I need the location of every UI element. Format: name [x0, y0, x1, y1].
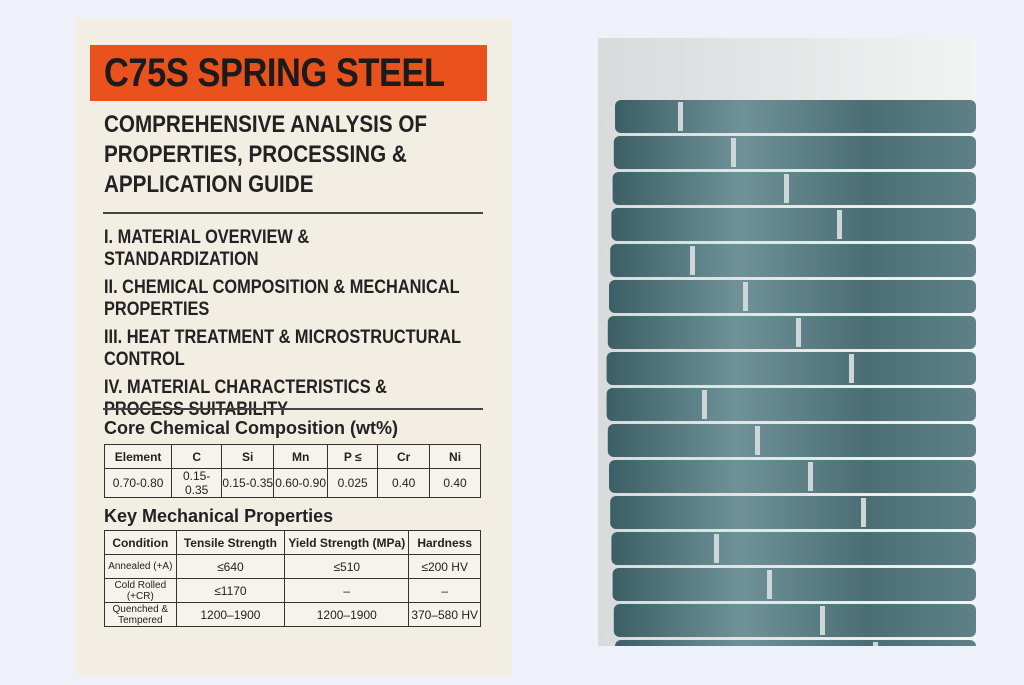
table-cell: 1200–1900	[284, 602, 410, 627]
section-item: I. MATERIAL OVERVIEW & STANDARDIZATION	[104, 227, 310, 270]
table-cell: 0.40	[429, 468, 481, 498]
coil-band	[615, 640, 976, 646]
coil-strap	[714, 534, 719, 563]
coil-strap	[837, 210, 842, 239]
divider	[103, 408, 483, 410]
table-cell: 0.70-0.80	[103, 468, 173, 498]
header-row: Element C Si Mn P ≤ Cr Ni	[103, 444, 481, 469]
header-cell: Tensile Strength	[175, 530, 286, 555]
table-cell: Annealed (+A)	[104, 554, 177, 579]
table-row: Quenched & Tempered 1200–1900 1200–1900 370…	[104, 602, 481, 627]
header-cell: Ni	[429, 444, 481, 469]
coil-band	[613, 604, 976, 637]
subtitle-line: APPLICATION GUIDE	[104, 171, 314, 198]
coil-strap	[796, 318, 801, 347]
coil-band	[613, 136, 976, 169]
divider	[103, 212, 483, 214]
coil-strap	[820, 606, 825, 635]
title: C75S SPRING STEEL	[104, 51, 445, 95]
coil-strap	[873, 642, 878, 646]
coil-band	[610, 496, 976, 529]
header-row: Condition Tensile Strength Yield Strength …	[104, 530, 481, 555]
coil-strap	[702, 390, 707, 419]
table-cell: 1200–1900	[175, 602, 286, 627]
coil-strap	[678, 102, 683, 131]
coil-strap	[755, 426, 760, 455]
subtitle: COMPREHENSIVE ANALYSIS OF PROPERTIES, PRO…	[104, 110, 427, 200]
coil-strap	[743, 282, 748, 311]
coil-strap	[690, 246, 695, 275]
table-cell: 370–580 HV	[408, 602, 481, 627]
mechanical-table: Condition Tensile Strength Yield Strength …	[104, 530, 481, 627]
coil	[606, 100, 976, 646]
coil-strap	[808, 462, 813, 491]
table-title: Core Chemical Composition (wt%)	[104, 418, 399, 438]
coil-strap	[849, 354, 854, 383]
coil-band	[607, 316, 976, 349]
steel-coil-photo	[598, 38, 976, 646]
section-item: IV. MATERIAL CHARACTERISTICS & PROCESS S…	[104, 377, 387, 420]
table-row: 0.70-0.80 0.15-0.35 0.15-0.35 0.60-0.90 0.02…	[103, 468, 481, 498]
header-cell: P ≤	[327, 444, 379, 469]
subtitle-line: COMPREHENSIVE ANALYSIS OF	[104, 111, 428, 138]
coil-strap	[861, 498, 866, 527]
header-cell: C	[171, 444, 223, 469]
table-cell: –	[284, 578, 410, 603]
table-row: Cold Rolled (+CR) ≤1170– –	[104, 578, 481, 603]
subtitle-line: PROPERTIES, PROCESSING &	[104, 141, 407, 168]
section-list: I. MATERIAL OVERVIEW & STANDARDIZATION II…	[104, 227, 465, 427]
coil-band	[606, 388, 976, 421]
info-card: C75S SPRING STEEL COMPREHENSIVE ANALYSIS…	[75, 18, 511, 675]
coil-band	[607, 424, 976, 457]
table-cell: 0.15-0.35	[221, 468, 275, 498]
title-banner: C75S SPRING STEEL	[90, 45, 487, 101]
table-title: Key Mechanical Properties	[104, 506, 334, 526]
table-cell: ≤200 HV	[408, 554, 481, 579]
coil-band	[612, 172, 976, 205]
coil-strap	[784, 174, 789, 203]
coil-band	[612, 568, 976, 601]
composition-table: Element C Si Mn P ≤ Cr Ni 0.70-0.80 0.15-0.35 0.1…	[103, 444, 481, 498]
header-cell: Condition	[104, 530, 177, 555]
header-cell: Element	[103, 444, 173, 469]
header-cell: Mn	[273, 444, 329, 469]
coil-band	[615, 100, 976, 133]
table-cell: –	[408, 578, 481, 603]
coil-band	[609, 460, 976, 493]
coil-strap	[731, 138, 736, 167]
coil-band	[611, 208, 976, 241]
section-item: III. HEAT TREATMENT & MICROSTRUCTURAL CO…	[104, 327, 461, 370]
table-cell: ≤640	[175, 554, 286, 579]
header-cell: Cr	[377, 444, 431, 469]
coil-band	[610, 244, 976, 277]
table-cell: Cold Rolled (+CR)	[104, 578, 177, 603]
coil-band	[609, 280, 976, 313]
table-cell: 0.40	[377, 468, 431, 498]
header-cell: Hardness	[408, 530, 481, 555]
coil-band	[611, 532, 976, 565]
coil-band	[606, 352, 976, 385]
table-cell: 0.60-0.90	[273, 468, 329, 498]
table-cell: 0.025	[327, 468, 379, 498]
table-cell: ≤1170	[175, 578, 286, 603]
header-cell: Yield Strength (MPa)	[284, 530, 410, 555]
table-cell: 0.15-0.35	[171, 468, 223, 498]
header-cell: Si	[221, 444, 275, 469]
table-row: Annealed (+A) ≤640 ≤510 ≤200 HV	[104, 554, 481, 579]
table-cell: ≤510	[284, 554, 410, 579]
table-cell: Quenched & Tempered	[104, 602, 177, 627]
section-item: II. CHEMICAL COMPOSITION & MECHANICAL PR…	[104, 277, 460, 320]
coil-strap	[767, 570, 772, 599]
